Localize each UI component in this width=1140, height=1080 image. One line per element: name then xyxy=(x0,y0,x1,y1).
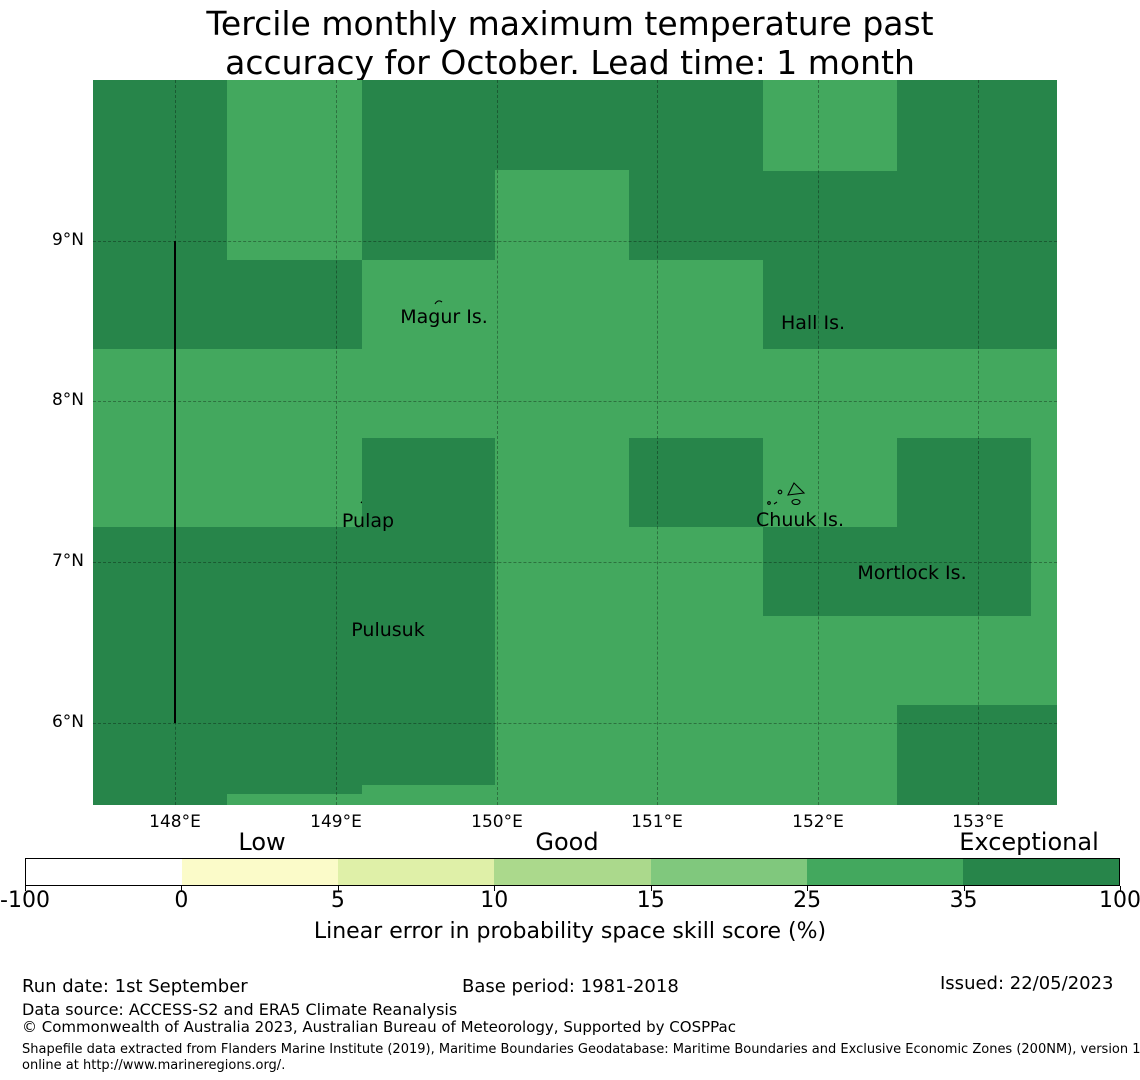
colorbar-tick-label: 35 xyxy=(949,888,978,913)
footer-shapefile-attribution-line1: Shapefile data extracted from Flanders M… xyxy=(22,1042,1140,1057)
colorbar-tick-label: 100 xyxy=(1099,888,1140,913)
colorbar-tick-mark xyxy=(494,886,496,891)
colorbar-category-exceptional: Exceptional xyxy=(959,828,1099,856)
figure-title-line1: Tercile monthly maximum temperature past xyxy=(206,4,934,43)
skill-cell-bin-35-100 xyxy=(763,171,1057,349)
meridian-gridline xyxy=(657,80,658,805)
colorbar xyxy=(25,858,1120,886)
island-label: Magur Is. xyxy=(400,306,488,328)
colorbar-tick-label: -100 xyxy=(0,888,50,913)
skill-cell-bin-35-100 xyxy=(227,260,362,349)
island-label: Chuuk Is. xyxy=(756,509,844,531)
skill-cell-bin-35-100 xyxy=(495,80,629,170)
footer-base-period: Base period: 1981-2018 xyxy=(462,976,679,997)
colorbar-segment-0-5 xyxy=(182,859,339,885)
x-tick-label: 148°E xyxy=(149,812,201,832)
footer-copyright: © Commonwealth of Australia 2023, Austra… xyxy=(22,1018,736,1036)
colorbar-tick-label: 10 xyxy=(480,888,509,913)
figure-title: Tercile monthly maximum temperature past… xyxy=(0,4,1140,82)
colorbar-tick-mark xyxy=(181,886,183,891)
colorbar-caption: Linear error in probability space skill … xyxy=(313,919,827,944)
parallel-gridline xyxy=(93,241,1057,242)
colorbar-segment-35-100 xyxy=(962,859,1119,885)
y-tick-label: 6°N xyxy=(51,712,84,732)
skill-cell-bin-35-100 xyxy=(227,527,362,794)
eez-boundary-line xyxy=(174,241,176,723)
meridian-gridline xyxy=(497,80,498,805)
y-tick-label: 9°N xyxy=(51,230,84,250)
colorbar-tick-mark xyxy=(650,886,652,891)
x-tick-label: 152°E xyxy=(792,812,844,832)
island-label: Mortlock Is. xyxy=(857,562,967,584)
island-outline-chuuk-islet1 xyxy=(767,501,771,505)
skill-cell-bin-35-100 xyxy=(93,80,227,349)
island-outline-magur xyxy=(434,300,443,305)
map-panel: Magur Is. Hall Is. Pulap Chuuk Is. Mortlock … xyxy=(93,80,1057,805)
skill-cell-bin-35-100 xyxy=(362,80,495,260)
colorbar-tick-label: 0 xyxy=(174,888,189,913)
parallel-gridline xyxy=(93,401,1057,402)
colorbar-tick-mark xyxy=(337,886,339,891)
meridian-gridline xyxy=(978,80,979,805)
skill-cell-bin-35-100 xyxy=(897,438,1031,527)
footer-data-source: Data source: ACCESS-S2 and ERA5 Climate … xyxy=(22,1000,458,1019)
skill-cell-bin-35-100 xyxy=(93,527,227,805)
colorbar-tick-mark xyxy=(807,886,809,891)
footer-shapefile-attribution-line2: online at http://www.marineregions.org/. xyxy=(22,1058,286,1073)
parallel-gridline xyxy=(93,723,1057,724)
island-outline-chuuk-ring xyxy=(791,498,801,506)
island-outline-chuuk-islet3 xyxy=(773,501,778,505)
skill-cell-bin-35-100 xyxy=(629,80,763,260)
island-label: Hall Is. xyxy=(780,312,846,334)
skill-cell-bin-35-100 xyxy=(763,527,1031,616)
colorbar-tick-mark xyxy=(963,886,965,891)
meridian-gridline xyxy=(336,80,337,805)
figure-title-line2: accuracy for October. Lead time: 1 month xyxy=(225,43,915,82)
meridian-gridline xyxy=(818,80,819,805)
y-tick-label: 8°N xyxy=(51,390,84,410)
colorbar-category-good: Good xyxy=(535,828,599,856)
colorbar-category-low: Low xyxy=(238,828,286,856)
skill-cell-bin-35-100 xyxy=(629,438,763,527)
colorbar-tick-mark xyxy=(25,886,26,891)
island-label: Pulusuk xyxy=(351,619,425,641)
skill-cell-bin-35-100 xyxy=(897,705,1057,805)
y-tick-label: 7°N xyxy=(51,551,84,571)
x-tick-label: 151°E xyxy=(631,812,683,832)
island-label: Pulap xyxy=(341,510,395,532)
x-tick-label: 149°E xyxy=(310,812,362,832)
footer-run-date: Run date: 1st September xyxy=(22,976,248,997)
x-tick-label: 153°E xyxy=(952,812,1004,832)
island-outline-chuuk-triangle xyxy=(787,482,806,496)
x-tick-label: 150°E xyxy=(471,812,523,832)
colorbar-tick-mark xyxy=(1120,886,1121,891)
colorbar-segment--100-0 xyxy=(26,859,183,885)
skill-cell-bin-35-100 xyxy=(362,438,495,785)
colorbar-segment-15-25 xyxy=(650,859,807,885)
island-outline-chuuk-islet2 xyxy=(777,489,783,495)
colorbar-segment-5-10 xyxy=(338,859,495,885)
colorbar-tick-label: 5 xyxy=(330,888,345,913)
colorbar-segment-25-35 xyxy=(806,859,963,885)
footer-issued-date: Issued: 22/05/2023 xyxy=(940,973,1114,994)
colorbar-tick-label: 15 xyxy=(636,888,665,913)
colorbar-segment-10-15 xyxy=(494,859,651,885)
colorbar-tick-label: 25 xyxy=(793,888,822,913)
parallel-gridline xyxy=(93,562,1057,563)
